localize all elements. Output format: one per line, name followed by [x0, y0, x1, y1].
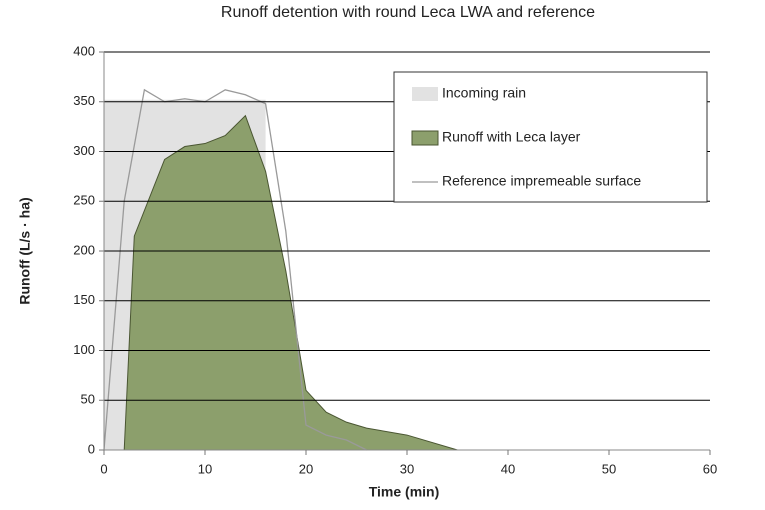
y-tick-label: 400: [73, 43, 95, 58]
x-tick-label: 40: [501, 461, 515, 476]
x-tick-label: 0: [100, 461, 107, 476]
legend-box: [393, 71, 708, 203]
y-tick-label: 250: [73, 193, 95, 208]
y-tick-label: 350: [73, 93, 95, 108]
y-tick-label: 150: [73, 292, 95, 307]
x-tick-label: 10: [198, 461, 212, 476]
y-axis-title: Runoff (L/s · ha): [17, 197, 33, 304]
y-tick-label: 100: [73, 342, 95, 357]
y-tick-label: 200: [73, 242, 95, 257]
line: [103, 88, 367, 451]
legend-label: Runoff with Leca layer: [442, 129, 581, 145]
y-tick-label: 300: [73, 143, 95, 158]
x-tick-label: 60: [703, 461, 717, 476]
area: [123, 114, 458, 451]
y-tick-label: 50: [81, 392, 95, 407]
legend-swatch: [412, 87, 438, 101]
legend-swatch: [411, 130, 439, 146]
x-tick-label: 20: [299, 461, 313, 476]
y-tick-label: 0: [88, 441, 95, 456]
x-axis-title: Time (min): [369, 484, 440, 500]
x-tick-label: 30: [400, 461, 414, 476]
x-tick-label: 50: [602, 461, 616, 476]
chart-title: Runoff detention with round Leca LWA and…: [221, 4, 595, 21]
legend-label: Incoming rain: [442, 85, 526, 101]
legend-label: Reference impremeable surface: [442, 173, 641, 189]
